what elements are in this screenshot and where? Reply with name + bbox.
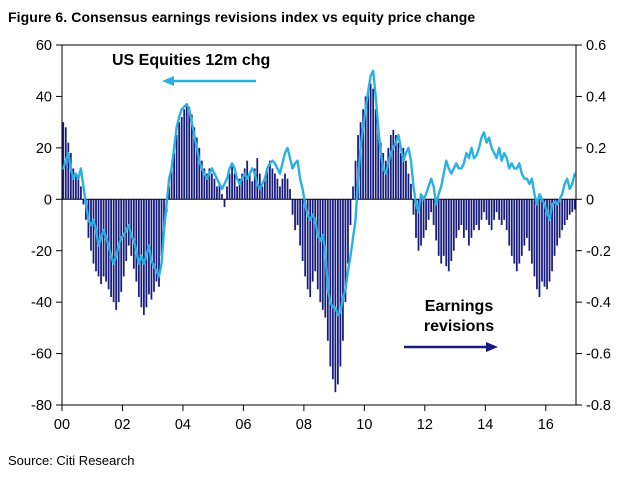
equity-line-series — [62, 69, 576, 317]
svg-text:14: 14 — [477, 417, 493, 433]
equities-annotation: US Equities 12m chg — [112, 51, 270, 87]
svg-text:-20: -20 — [31, 244, 52, 260]
svg-text:06: 06 — [235, 417, 251, 433]
svg-text:02: 02 — [114, 417, 130, 433]
source-text: Source: Citi Research — [8, 453, 135, 468]
svg-text:-0.2: -0.2 — [586, 244, 611, 260]
svg-text:-0.6: -0.6 — [586, 347, 611, 363]
svg-text:-0.4: -0.4 — [586, 295, 611, 311]
left-axis: 60 40 20 0 -20 -40 -60 -80 — [31, 38, 62, 414]
svg-text:60: 60 — [36, 38, 52, 54]
svg-text:-40: -40 — [31, 295, 52, 311]
left-arrow-icon — [160, 75, 270, 87]
svg-text:40: 40 — [36, 90, 52, 106]
svg-text:04: 04 — [175, 417, 191, 433]
svg-text:0.2: 0.2 — [586, 141, 606, 157]
right-axis: 0.6 0.4 0.2 0 -0.2 -0.4 -0.6 -0.8 — [576, 38, 611, 414]
plot-frame — [61, 44, 577, 406]
svg-text:-0.8: -0.8 — [586, 398, 611, 414]
right-arrow-icon — [398, 341, 520, 353]
svg-text:08: 08 — [296, 417, 312, 433]
svg-text:00: 00 — [54, 417, 70, 433]
svg-text:-60: -60 — [31, 347, 52, 363]
svg-text:20: 20 — [36, 141, 52, 157]
chart-canvas: 60 40 20 0 -20 -40 -60 -80 0.6 0.4 0.2 0 -0.2 -0.4 -0.… — [31, 38, 611, 433]
equities-annotation-label: US Equities 12m chg — [112, 52, 271, 69]
svg-text:12: 12 — [417, 417, 433, 433]
svg-text:0.6: 0.6 — [586, 38, 606, 54]
earnings-annotation: Earnings revisions — [398, 297, 520, 353]
earnings-annotation-label: Earnings revisions — [423, 298, 495, 335]
svg-text:0.4: 0.4 — [586, 90, 606, 106]
svg-text:-80: -80 — [31, 398, 52, 414]
chart-area: 60 40 20 0 -20 -40 -60 -80 0.6 0.4 0.2 0 -0.2 -0.4 -0.… — [0, 29, 640, 447]
x-axis: 00 02 04 06 08 10 12 14 16 — [54, 405, 554, 433]
figure-title: Figure 6. Consensus earnings revisions i… — [8, 9, 476, 25]
svg-text:0: 0 — [586, 192, 594, 208]
svg-text:0: 0 — [44, 192, 52, 208]
svg-text:10: 10 — [356, 417, 372, 433]
svg-text:16: 16 — [538, 417, 554, 433]
